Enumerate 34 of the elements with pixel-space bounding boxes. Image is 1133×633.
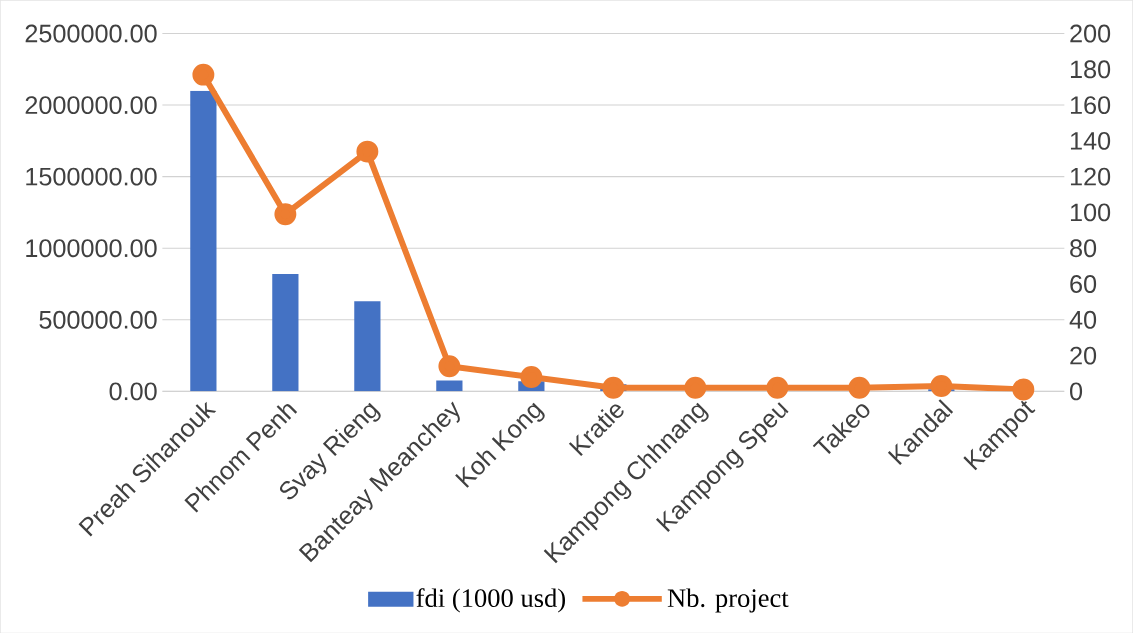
bar [436, 380, 463, 392]
y-tick-label: 2500000.00 [25, 24, 157, 43]
point [274, 203, 297, 225]
point [930, 374, 953, 397]
y2-tick-label: 20 [1070, 346, 1097, 365]
y2-tick-label: 80 [1070, 239, 1097, 257]
point [848, 376, 871, 399]
legend-label: fdi (1000 usd) [416, 587, 566, 613]
y2-tick-label: 200 [1070, 24, 1111, 43]
y2-tick-label: 160 [1070, 95, 1111, 114]
point [438, 355, 461, 378]
bar [272, 273, 299, 392]
y2-tick-label: 140 [1070, 131, 1111, 150]
y-tick-label: 1000000.00 [26, 239, 157, 257]
bar [354, 300, 381, 392]
point [602, 376, 625, 399]
bar [190, 90, 217, 392]
point [1012, 378, 1035, 401]
y-tick-label: 0.00 [109, 382, 157, 401]
y2-tick-label: 120 [1070, 167, 1111, 186]
point [766, 376, 789, 399]
y2-tick-label: 100 [1070, 203, 1111, 222]
point [520, 365, 543, 388]
point [684, 376, 707, 399]
y-tick-label: 500000.00 [39, 310, 157, 329]
y2-tick-label: 60 [1070, 274, 1097, 293]
y2-tick-label: 180 [1070, 60, 1111, 79]
y2-tick-label: 0 [1070, 382, 1083, 401]
y-tick-label: 1500000.00 [26, 167, 157, 186]
y-tick-label: 2000000.00 [25, 95, 157, 114]
point [192, 63, 215, 86]
point [356, 140, 379, 163]
y2-tick-label: 40 [1069, 310, 1097, 329]
legend-label: Nb. project [667, 588, 789, 613]
